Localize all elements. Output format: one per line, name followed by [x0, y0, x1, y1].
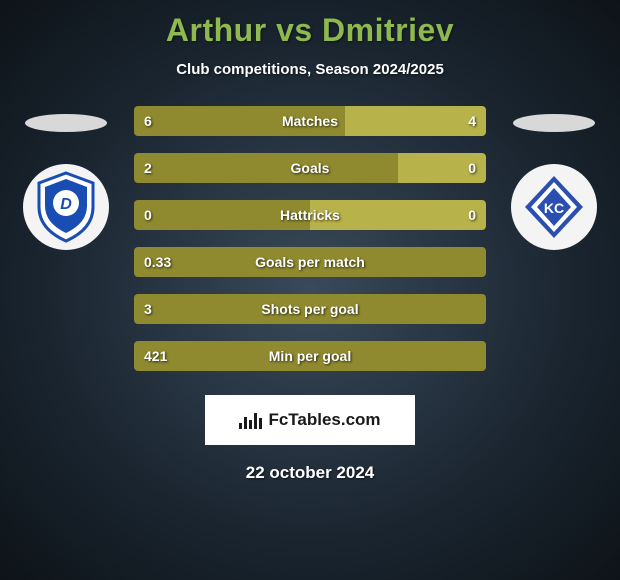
stat-row: 421Min per goal	[134, 341, 486, 371]
right-club-badge: KC	[511, 164, 597, 250]
stat-bar-left	[134, 247, 486, 277]
brand-box: FcTables.com	[205, 395, 415, 445]
stat-row: 3Shots per goal	[134, 294, 486, 324]
comparison-panel: D 64Matches 20Goals 00Hattricks 0.33Goals p…	[0, 106, 620, 371]
stat-bar-right	[310, 200, 486, 230]
left-club-badge: D	[23, 164, 109, 250]
stat-row: 00Hattricks	[134, 200, 486, 230]
stat-bar-left	[134, 341, 486, 371]
left-player-col: D	[16, 106, 116, 250]
brand-text: FcTables.com	[268, 410, 380, 430]
bar-chart-icon	[239, 411, 262, 429]
right-player-col: KC	[504, 106, 604, 250]
page-title: Arthur vs Dmitriev	[0, 0, 620, 49]
stat-bar-left	[134, 200, 310, 230]
right-player-silhouette	[513, 114, 595, 132]
stat-row: 20Goals	[134, 153, 486, 183]
shield-icon: D	[35, 171, 97, 243]
stat-row: 64Matches	[134, 106, 486, 136]
svg-text:D: D	[60, 196, 72, 213]
stat-bar-right	[398, 153, 486, 183]
stat-bar-right	[345, 106, 486, 136]
diamond-icon: KC	[519, 172, 589, 242]
stat-row: 0.33Goals per match	[134, 247, 486, 277]
stat-bar-left	[134, 153, 398, 183]
svg-text:KC: KC	[544, 200, 564, 216]
subtitle: Club competitions, Season 2024/2025	[0, 61, 620, 78]
stats-bars: 64Matches 20Goals 00Hattricks 0.33Goals per…	[134, 106, 486, 371]
stat-bar-left	[134, 294, 486, 324]
left-player-silhouette	[25, 114, 107, 132]
date-text: 22 october 2024	[0, 463, 620, 483]
stat-bar-left	[134, 106, 345, 136]
